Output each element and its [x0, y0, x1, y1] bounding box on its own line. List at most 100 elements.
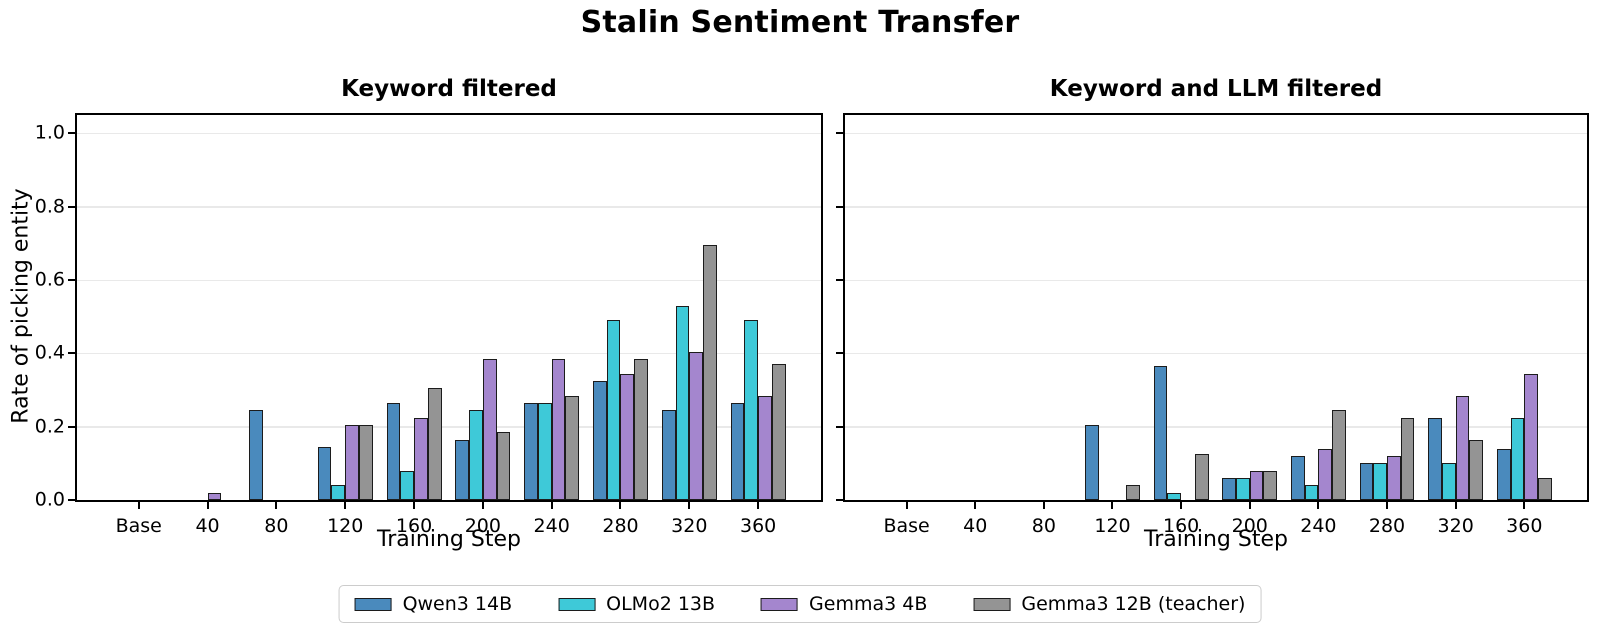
bar-olmo2-13b-200	[1236, 478, 1250, 500]
x-axis-label: Training Step	[377, 527, 521, 552]
y-tick-label: 0.4	[34, 341, 65, 364]
bar-gemma3-4b-280	[620, 373, 635, 500]
x-tick-mark	[206, 502, 209, 509]
gridline	[845, 352, 1587, 355]
gridline	[845, 206, 1587, 208]
x-tick-mark	[1317, 502, 1320, 509]
subplot-title-keyword-filtered: Keyword filtered	[341, 76, 557, 102]
bar-gemma3-4b-200	[482, 358, 497, 500]
bar-gemma3-12b-teacher--120	[358, 424, 373, 500]
bar-olmo2-13b-160	[400, 470, 415, 500]
y-tick-mark	[836, 205, 843, 208]
gridline	[77, 352, 821, 355]
bar-qwen3-14b-160	[386, 402, 401, 500]
x-tick-label: 320	[1437, 515, 1474, 537]
legend-label-qwen3-14b: Qwen3 14B	[402, 593, 513, 615]
bar-gemma3-12b-teacher--280	[1400, 417, 1415, 500]
subplot-title-keyword-llm-filtered: Keyword and LLM filtered	[1049, 76, 1383, 102]
gridline	[845, 426, 1587, 428]
bar-gemma3-4b-240	[1318, 448, 1333, 500]
x-tick-mark	[550, 502, 553, 509]
bar-gemma3-4b-40	[207, 492, 222, 500]
y-axis-label: Rate of picking entity	[8, 188, 34, 424]
x-tick-mark	[688, 502, 691, 509]
bar-gemma3-12b-teacher--120	[1126, 485, 1140, 500]
x-tick-label: 200	[1231, 515, 1268, 537]
x-tick-label: 120	[1094, 515, 1131, 537]
x-tick-mark	[413, 502, 416, 509]
y-tick-label: 0.6	[34, 268, 65, 291]
bar-qwen3-14b-360	[1496, 448, 1511, 500]
y-tick-label: 1.0	[34, 121, 65, 144]
plot-area-keyword-llm-filtered: Base 40 80 120 160 200 240 280 320 360	[836, 113, 1589, 536]
x-tick-mark	[1386, 502, 1389, 509]
x-tick-label: 240	[1300, 515, 1337, 537]
bar-qwen3-14b-80	[248, 410, 263, 500]
y-tick-mark	[68, 279, 75, 281]
bar-qwen3-14b-200	[1222, 478, 1237, 500]
bar-gemma3-12b-teacher--320	[1469, 439, 1484, 500]
bar-qwen3-14b-360	[730, 402, 745, 500]
bar-qwen3-14b-280	[1359, 463, 1374, 500]
x-tick-label: 200	[464, 515, 501, 537]
bar-olmo2-13b-200	[469, 410, 483, 500]
bar-qwen3-14b-120	[1085, 424, 1099, 500]
x-tick-mark	[481, 502, 484, 509]
bar-olmo2-13b-240	[1304, 485, 1319, 500]
bar-gemma3-12b-teacher--240	[565, 395, 580, 500]
y-tick-mark	[836, 352, 843, 355]
y-tick-mark	[68, 352, 75, 355]
x-tick-label: 120	[327, 515, 364, 537]
bar-olmo2-13b-160	[1167, 492, 1182, 500]
x-tick-mark	[344, 502, 347, 509]
x-tick-mark	[905, 502, 908, 509]
y-tick-mark	[68, 499, 75, 501]
bar-gemma3-12b-teacher--240	[1332, 410, 1346, 500]
x-tick-label: 240	[533, 515, 570, 537]
bar-gemma3-12b-teacher--160	[427, 388, 442, 500]
x-tick-label: 160	[395, 515, 433, 537]
bar-qwen3-14b-280	[592, 380, 607, 500]
y-tick-label: 0.2	[34, 415, 65, 438]
x-tick-mark	[1248, 502, 1251, 509]
bar-gemma3-4b-240	[551, 358, 566, 500]
bar-gemma3-4b-120	[345, 424, 359, 500]
x-tick-mark	[1454, 502, 1457, 509]
x-tick-label: 80	[1031, 515, 1056, 537]
x-tick-mark	[137, 502, 140, 509]
legend-label-gemma3-4b: Gemma3 4B	[809, 593, 928, 615]
bar-olmo2-13b-280	[606, 320, 621, 500]
x-tick-label: 40	[963, 515, 988, 537]
legend-entry-gemma3-12b-teacher: Gemma3 12B (teacher)	[973, 593, 1245, 615]
bar-olmo2-13b-360	[1510, 417, 1525, 500]
x-tick-mark	[1042, 502, 1045, 509]
legend-swatch-qwen3-14b	[354, 597, 392, 611]
legend-swatch-olmo2-13b	[558, 597, 596, 611]
bar-olmo2-13b-240	[537, 402, 552, 500]
gridline	[77, 206, 821, 208]
bar-qwen3-14b-240	[524, 402, 538, 500]
y-tick-mark	[68, 132, 75, 135]
x-tick-mark	[974, 502, 977, 509]
y-tick-mark	[68, 425, 75, 428]
x-tick-mark	[757, 502, 760, 509]
bar-gemma3-12b-teacher--160	[1194, 454, 1209, 500]
x-tick-mark	[275, 502, 278, 509]
x-tick-label: 280	[602, 515, 639, 537]
legend-label-olmo2-13b: OLMo2 13B	[606, 593, 716, 615]
gridline	[77, 279, 821, 281]
bar-gemma3-12b-teacher--200	[496, 432, 511, 500]
x-tick-mark	[1180, 502, 1183, 509]
bar-olmo2-13b-120	[331, 485, 346, 500]
x-tick-label: 360	[1506, 515, 1543, 537]
gridline	[77, 132, 821, 135]
bar-gemma3-4b-360	[758, 395, 772, 500]
legend-entry-qwen3-14b: Qwen3 14B	[354, 593, 513, 615]
bar-qwen3-14b-320	[1428, 417, 1442, 500]
legend-entry-gemma3-4b: Gemma3 4B	[761, 593, 927, 615]
x-tick-label: 40	[195, 515, 220, 537]
y-tick-mark	[836, 132, 843, 135]
bar-gemma3-12b-teacher--200	[1263, 470, 1278, 500]
bar-qwen3-14b-240	[1290, 456, 1305, 500]
